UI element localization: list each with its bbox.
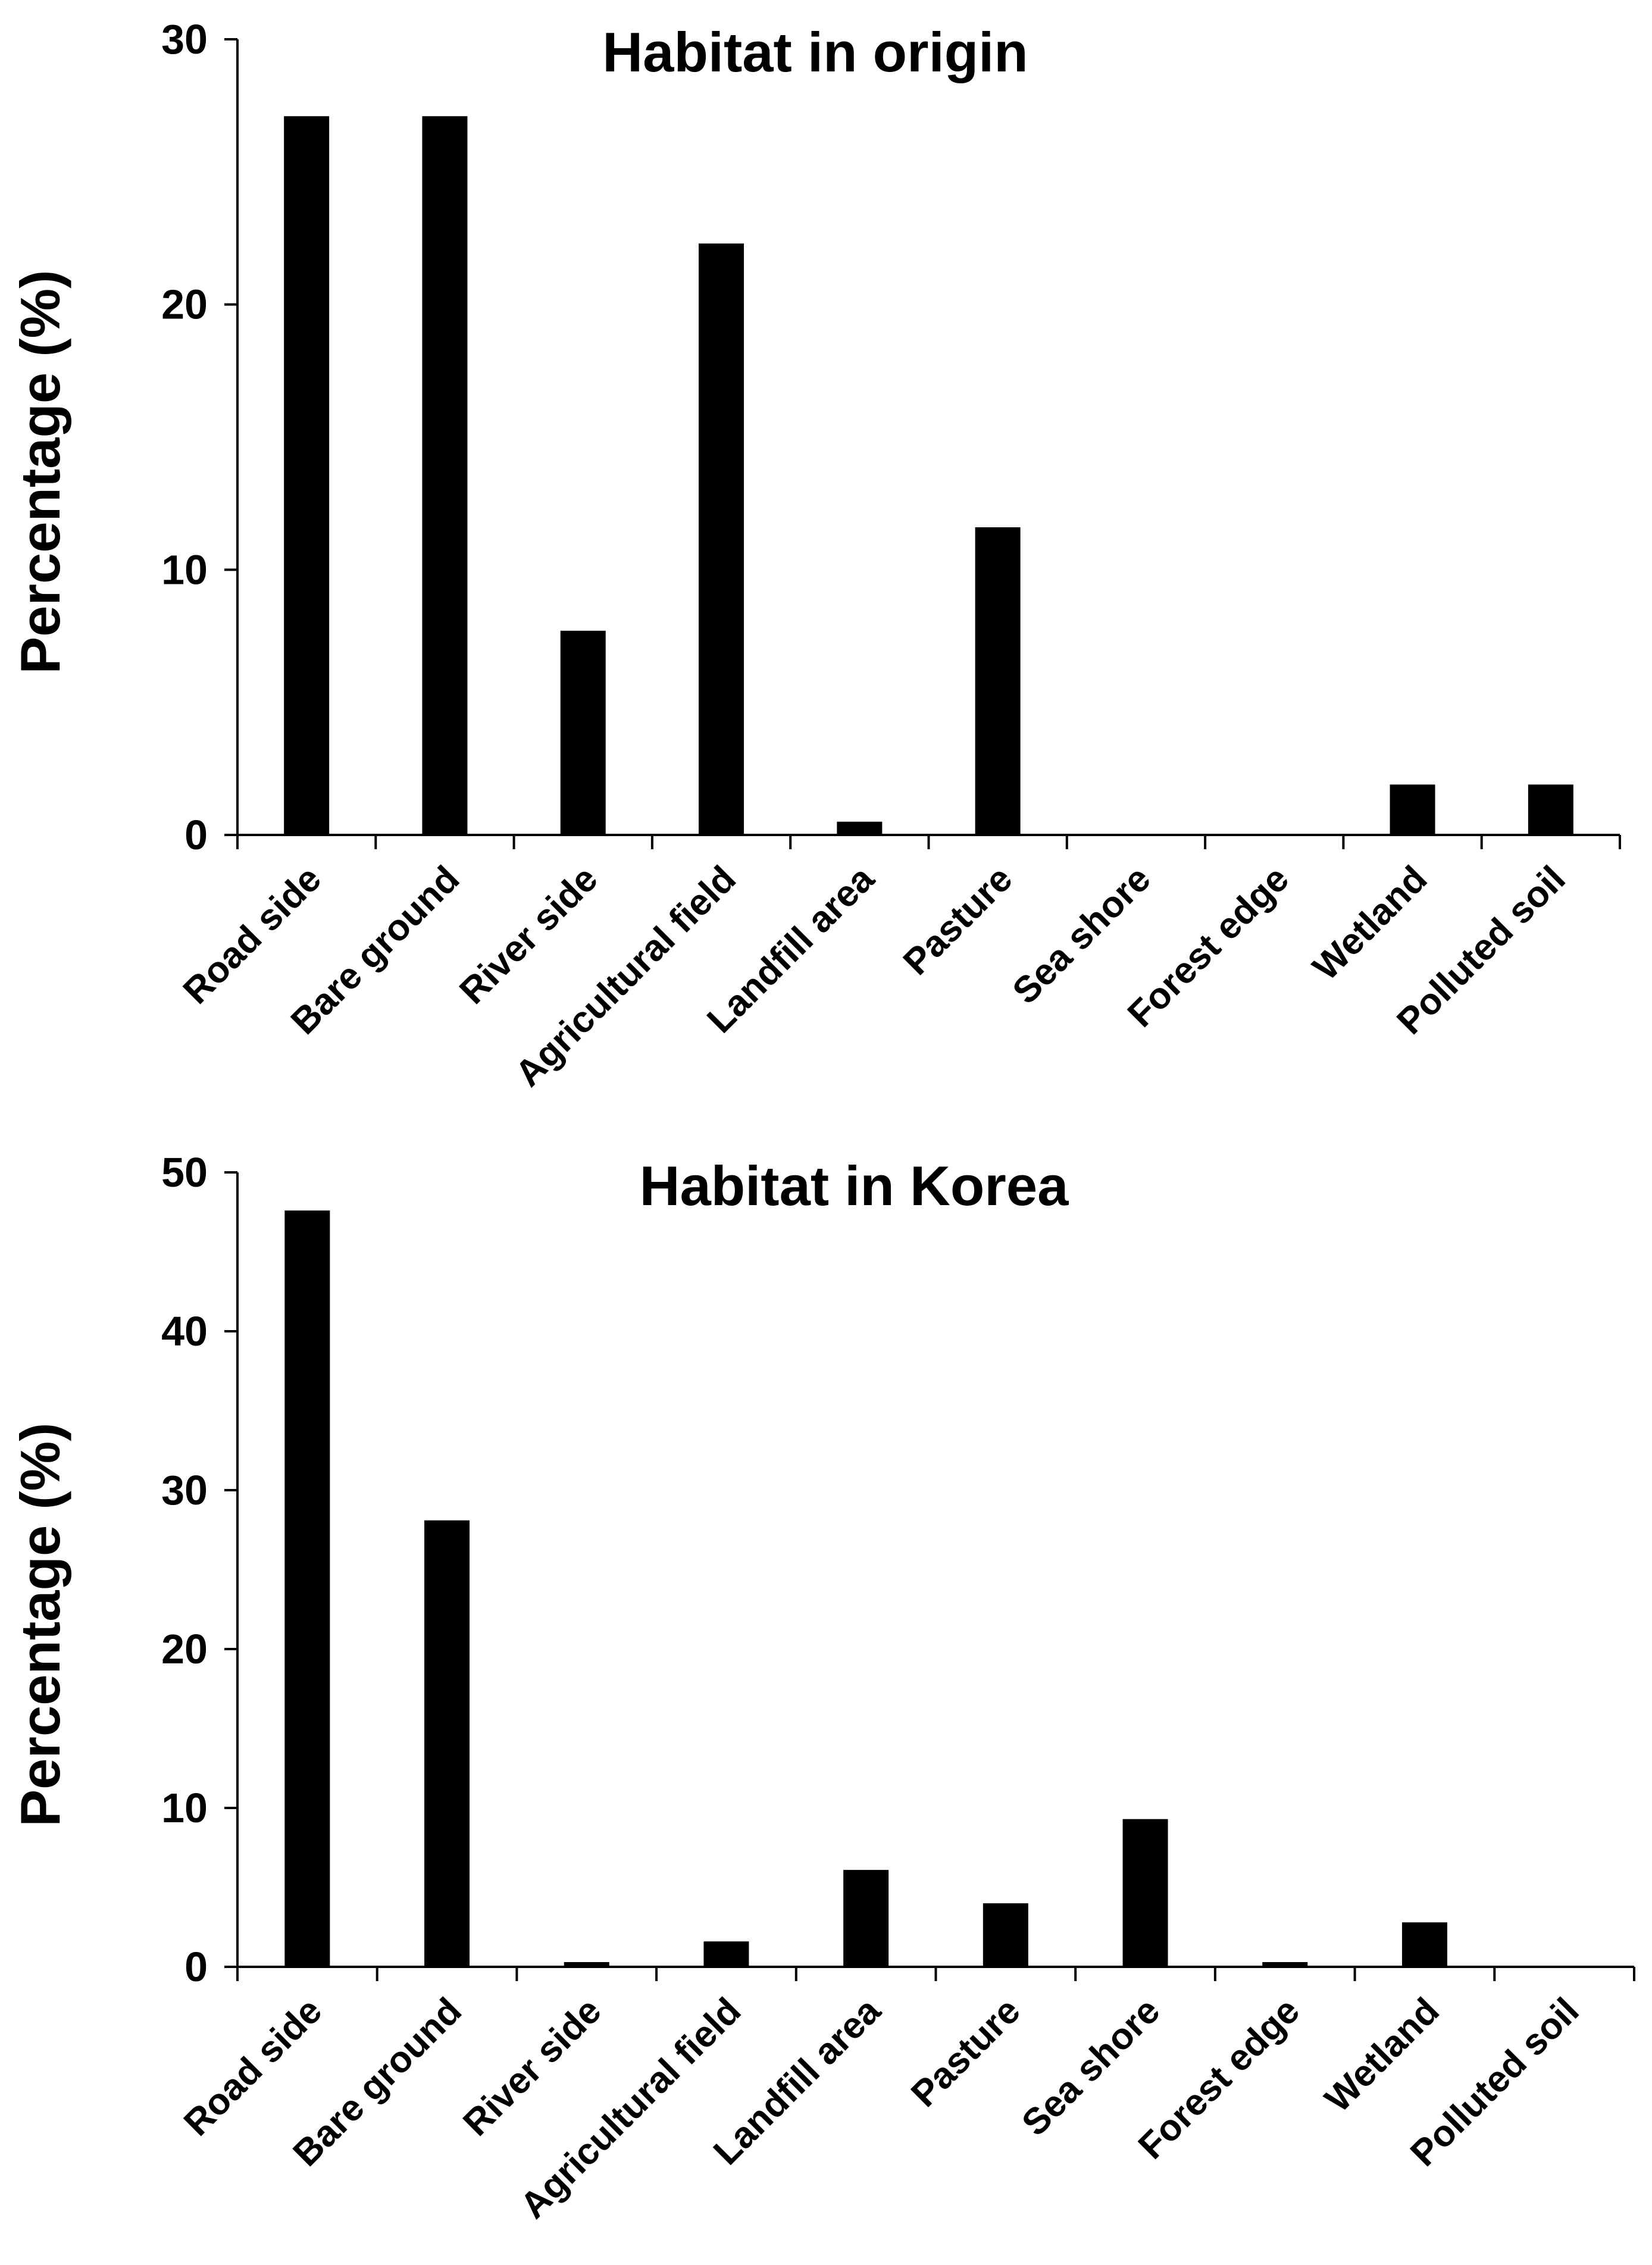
- x-tick-label: River side: [455, 1990, 609, 2144]
- bar-agricultural-field: [699, 243, 744, 835]
- y-tick-label: 0: [184, 812, 208, 858]
- bar-road-side: [284, 1210, 330, 1967]
- x-tick-label: River side: [452, 858, 605, 1012]
- bar-wetland: [1401, 1922, 1447, 1967]
- y-tick-label: 40: [161, 1308, 208, 1354]
- y-tick-label: 30: [161, 1467, 208, 1513]
- bar-river-side: [560, 630, 606, 835]
- bar-forest-edge: [1262, 1961, 1308, 1967]
- bar-landfill-area: [843, 1870, 889, 1967]
- y-tick-label: 20: [161, 281, 208, 328]
- x-tick-label: Road side: [176, 1990, 330, 2144]
- x-tick-label: Pasture: [903, 1990, 1028, 2115]
- x-tick-label: Sea shore: [1005, 858, 1158, 1012]
- y-axis-title: Percentage (%): [9, 270, 71, 674]
- y-tick-label: 50: [161, 1149, 208, 1196]
- y-tick-label: 0: [184, 1944, 208, 1990]
- bar-pasture: [983, 1903, 1028, 1967]
- y-tick-label: 30: [161, 16, 208, 62]
- chart-title: Habitat in Korea: [640, 1155, 1069, 1217]
- x-tick-label: Pasture: [896, 858, 1021, 983]
- bar-road-side: [284, 116, 330, 836]
- bar-river-side: [564, 1961, 609, 1967]
- bar-agricultural-field: [703, 1941, 749, 1967]
- bar-bare-ground: [422, 116, 468, 836]
- chart-habitat-korea: Habitat in Korea Percentage (%) 0 10 20 30 4…: [9, 1149, 1635, 2226]
- y-tick-label: 10: [161, 1785, 208, 1831]
- bar-sea-shore: [1122, 1819, 1168, 1967]
- y-tick-label: 20: [161, 1626, 208, 1672]
- bars: [284, 1210, 1447, 1967]
- chart-title: Habitat in origin: [602, 21, 1028, 83]
- bar-wetland: [1390, 784, 1435, 835]
- bar-landfill-area: [837, 821, 883, 835]
- x-tick-label: Sea shore: [1014, 1990, 1168, 2144]
- bar-bare-ground: [424, 1520, 470, 1967]
- bar-pasture: [975, 527, 1021, 835]
- chart-habitat-origin: Habitat in origin Percentage (%) 0 10 20 30…: [9, 16, 1621, 1094]
- x-tick-label: Wetland: [1305, 858, 1435, 988]
- bar-polluted-soil: [1528, 784, 1573, 835]
- y-tick-label: 10: [161, 546, 208, 593]
- bars: [284, 116, 1573, 836]
- x-tick-label: Road side: [176, 858, 329, 1012]
- y-axis-title: Percentage (%): [9, 1422, 71, 1826]
- x-tick-label: Wetland: [1317, 1990, 1447, 2120]
